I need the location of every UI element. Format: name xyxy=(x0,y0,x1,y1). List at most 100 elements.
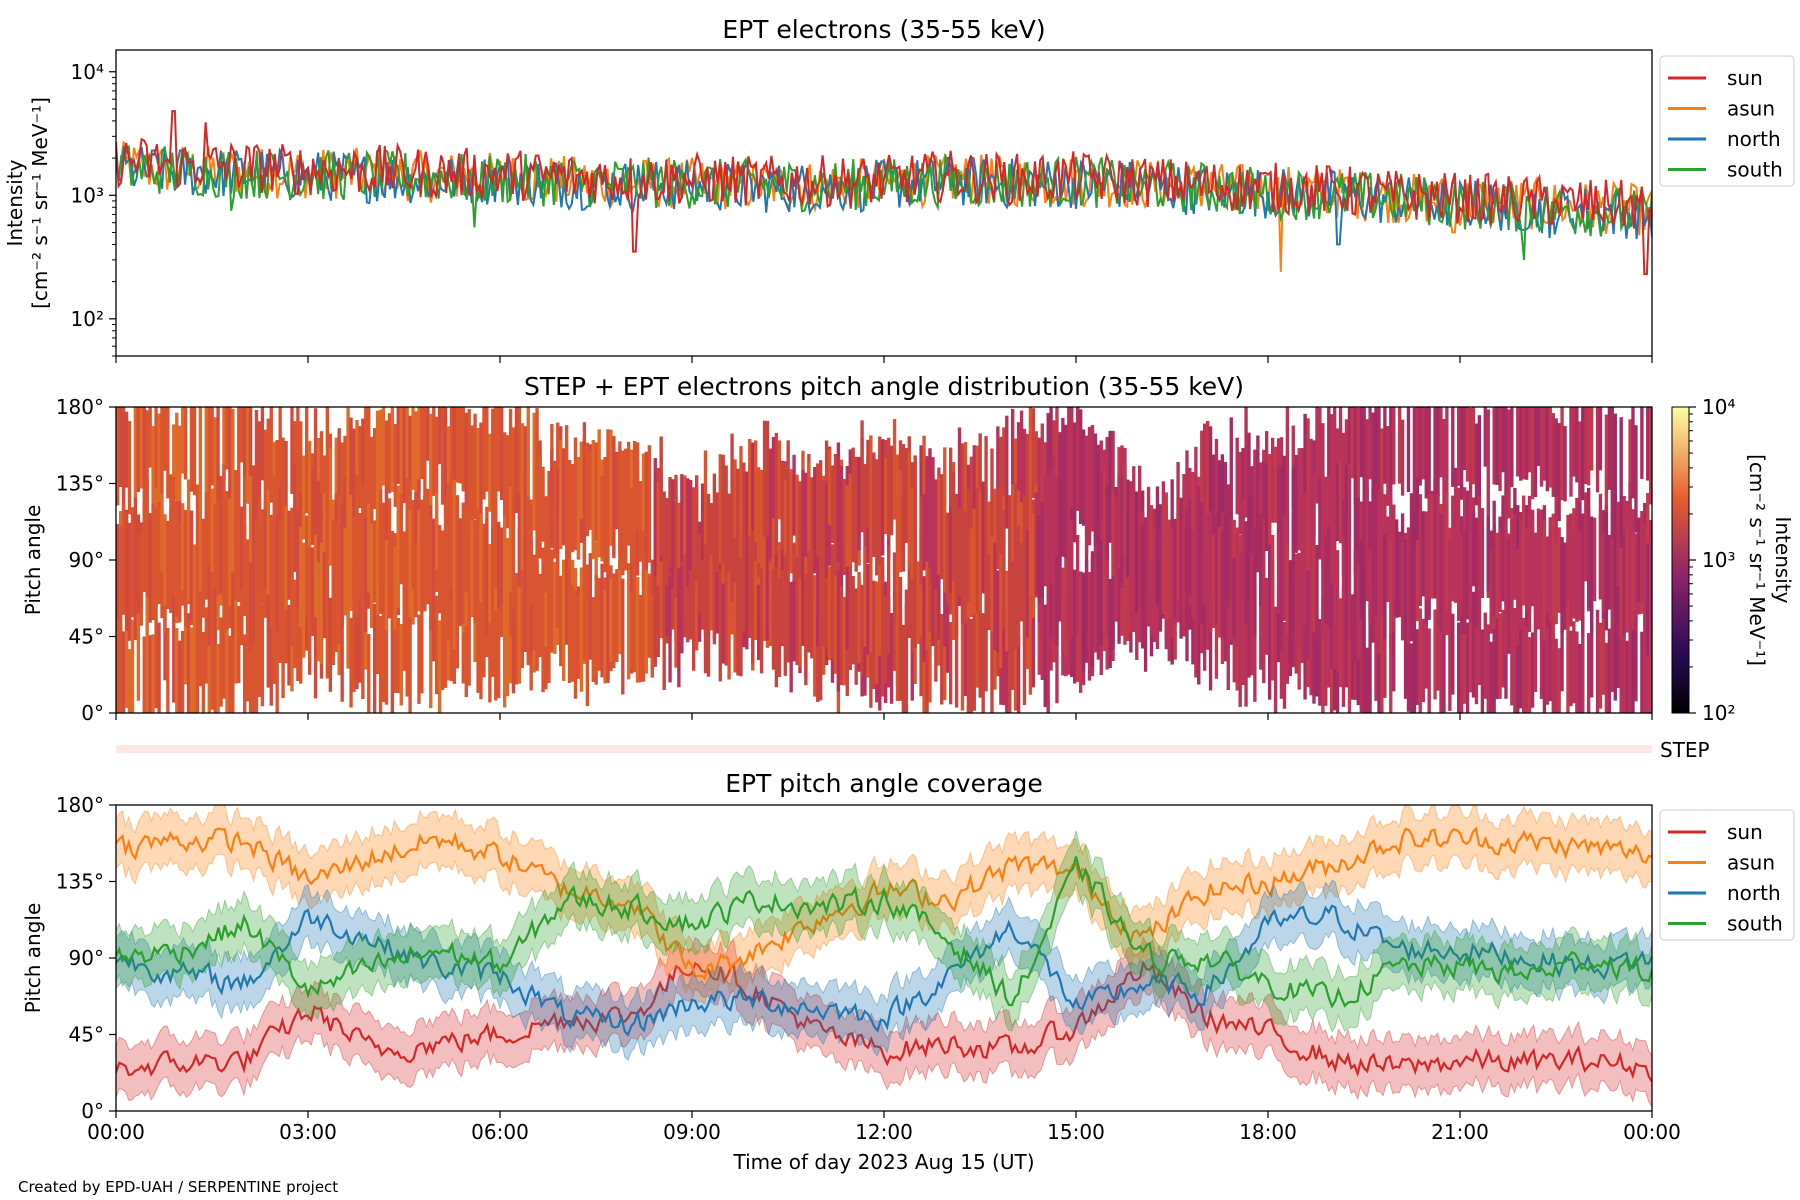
heat-cell xyxy=(417,614,421,704)
heat-cell xyxy=(1607,534,1612,610)
heat-cell xyxy=(1111,430,1115,548)
heat-cell xyxy=(1214,602,1219,679)
heat-cell xyxy=(1306,498,1310,574)
heat-cell xyxy=(963,442,968,525)
heat-cell xyxy=(408,509,412,618)
pitch-angle-distribution-panel: STEP + EPT electrons pitch angle distrib… xyxy=(21,372,1795,762)
heat-cell xyxy=(1421,618,1425,703)
heat-cell xyxy=(928,448,932,569)
heat-cell xyxy=(1430,495,1434,599)
heat-cell xyxy=(898,576,903,654)
heat-cell xyxy=(677,568,681,688)
heat-cell xyxy=(916,561,920,644)
heat-cell xyxy=(1129,481,1133,568)
heat-cell xyxy=(222,464,226,556)
heat-cell xyxy=(585,586,590,707)
heat-cell xyxy=(381,407,386,486)
heat-cell xyxy=(990,448,994,553)
heat-cell xyxy=(535,495,539,612)
heat-cell xyxy=(925,537,929,650)
legend-label-south: south xyxy=(1727,912,1783,936)
heat-cell xyxy=(1427,494,1431,601)
heat-cell xyxy=(1634,543,1638,619)
heat-cell xyxy=(1501,407,1505,473)
heat-cell xyxy=(325,519,330,611)
heat-cell xyxy=(1383,407,1387,484)
heat-cell xyxy=(1646,628,1650,713)
heat-cell xyxy=(739,502,743,581)
heat-cell xyxy=(576,456,581,558)
heat-cell xyxy=(1536,551,1541,630)
heat-cell xyxy=(423,407,427,517)
heat-cell xyxy=(842,596,846,686)
heat-cell xyxy=(1516,407,1520,477)
heat-cell xyxy=(375,410,380,488)
heat-cell xyxy=(1073,569,1077,684)
heat-cell xyxy=(898,616,903,701)
heat-cell xyxy=(405,583,409,697)
heat-cell xyxy=(455,587,460,669)
heat-cell xyxy=(204,607,208,684)
heat-cell xyxy=(653,560,657,667)
heat-cell xyxy=(1279,465,1284,569)
heat-cell xyxy=(500,527,504,604)
heat-cell xyxy=(1406,407,1411,492)
heat-cell xyxy=(1049,541,1053,638)
heat-cell xyxy=(570,464,575,545)
heat-cell xyxy=(618,441,622,554)
heat-cell xyxy=(721,583,725,664)
heat-cell xyxy=(299,526,303,628)
heat-cell xyxy=(1619,547,1623,640)
heat-cell xyxy=(1046,413,1050,494)
heat-cell xyxy=(1250,553,1254,632)
heat-cell xyxy=(703,450,708,545)
heat-cell xyxy=(1545,536,1550,614)
heat-cell xyxy=(1099,525,1103,646)
heat-cell xyxy=(1276,531,1281,614)
heat-cell xyxy=(438,620,442,713)
heat-cell xyxy=(884,596,888,683)
heat-cell xyxy=(1598,509,1603,599)
heat-cell xyxy=(514,407,519,514)
heat-cell xyxy=(1049,470,1053,583)
heat-cell xyxy=(222,407,226,483)
heat-cell xyxy=(1321,445,1325,567)
heat-cell xyxy=(313,534,318,618)
heat-cell xyxy=(656,481,660,586)
heat-cell xyxy=(544,496,548,593)
heat-cell xyxy=(1415,477,1420,590)
heat-cell xyxy=(1282,622,1287,709)
heat-cell xyxy=(1226,504,1230,592)
heat-cell xyxy=(1421,407,1425,480)
heat-cell xyxy=(1448,604,1452,711)
heat-cell xyxy=(709,554,714,631)
heat-cell xyxy=(275,440,279,532)
heat-cell xyxy=(201,518,206,618)
heat-cell xyxy=(875,581,879,684)
heat-cell xyxy=(361,418,365,503)
heat-cell xyxy=(281,437,285,515)
heat-cell xyxy=(1338,459,1343,544)
heat-cell xyxy=(1247,587,1251,678)
heat-cell xyxy=(526,565,530,666)
heat-cell xyxy=(715,492,719,572)
heat-cell xyxy=(1525,407,1529,480)
heat-cell xyxy=(680,565,684,654)
heat-cell xyxy=(219,475,223,594)
heat-cell xyxy=(1377,407,1381,496)
heat-cell xyxy=(1285,544,1290,636)
heat-cell xyxy=(142,482,146,584)
heat-cell xyxy=(683,475,687,555)
heat-cell xyxy=(526,496,530,577)
heat-cell xyxy=(1492,500,1496,617)
heat-cell xyxy=(1640,407,1644,479)
heat-cell xyxy=(1297,552,1301,648)
heat-cell xyxy=(813,575,817,660)
heat-cell xyxy=(907,451,911,568)
heat-cell xyxy=(172,477,176,597)
heat-cell xyxy=(1341,586,1346,707)
heat-cell xyxy=(1253,586,1257,702)
heat-cell xyxy=(1545,625,1550,705)
heat-cell xyxy=(1442,603,1446,713)
heat-cell xyxy=(396,485,400,608)
